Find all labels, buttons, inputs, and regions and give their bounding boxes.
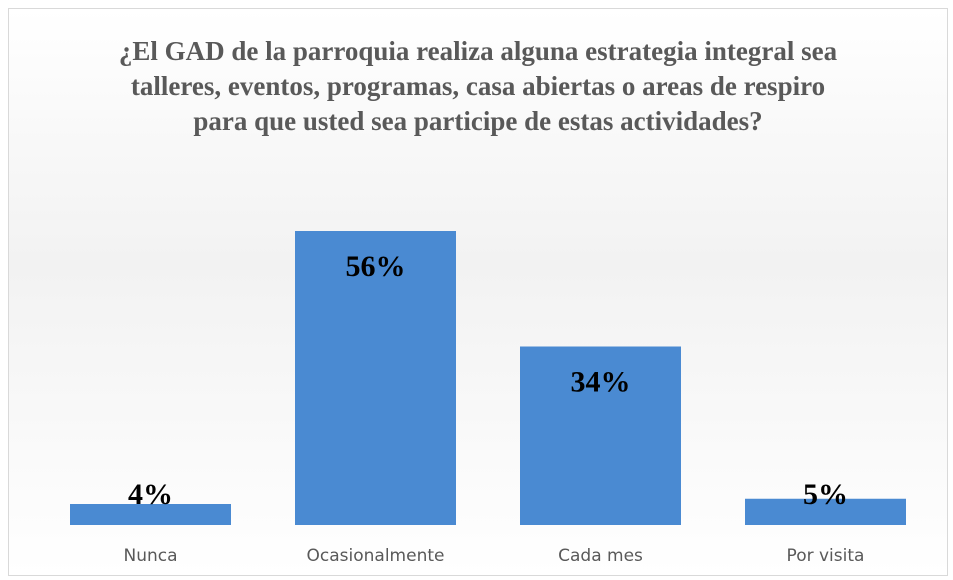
bar [745,498,906,525]
x-tick-label: Cada mes [558,546,643,566]
x-tick-label: Por visita [787,546,865,566]
x-tick-label: Nunca [123,546,177,566]
data-label: 34% [571,365,631,398]
bar [295,231,456,525]
chart-title: ¿El GAD de la parroquia realiza alguna e… [118,36,838,136]
data-label: 56% [346,250,406,283]
data-label: 4% [128,478,173,511]
bar [70,504,231,525]
bar [520,346,681,525]
x-tick-label: Ocasionalmente [307,546,445,566]
data-label: 5% [803,478,848,511]
chart-area [8,8,948,576]
